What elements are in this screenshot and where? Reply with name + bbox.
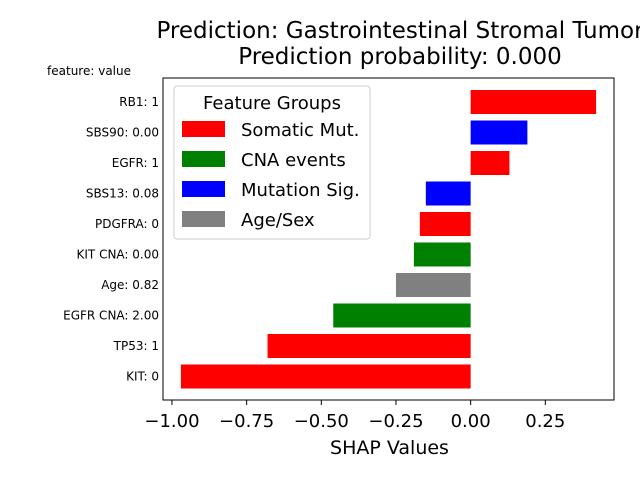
y-tick-label: KIT: 0 <box>126 370 159 384</box>
x-tick-label: 0.25 <box>525 411 565 432</box>
y-tick-label: EGFR: 1 <box>112 156 159 170</box>
bars-layer <box>180 90 597 389</box>
legend-entries: Somatic Mut. CNA events Mutation Sig. Age/S… <box>182 120 360 231</box>
y-tick-label: TP53: 1 <box>113 339 159 353</box>
x-tick-label: −1.00 <box>144 411 199 432</box>
x-axis-label: SHAP Values <box>330 437 449 459</box>
bar <box>470 151 510 175</box>
y-axis-labels: RB1: 1 SBS90: 0.00 EGFR: 1 SBS13: 0.08 PDGFR… <box>63 95 159 384</box>
bar <box>470 90 597 114</box>
y-tick-label: PDGFRA: 0 <box>95 217 159 231</box>
y-tick-label: Age: 0.82 <box>101 278 159 292</box>
y-axis-header: feature: value <box>47 64 131 78</box>
bar <box>419 212 471 236</box>
legend-swatch <box>182 181 225 197</box>
bar <box>395 273 471 297</box>
y-tick-label: EGFR CNA: 2.00 <box>63 309 159 323</box>
y-tick-label: SBS90: 0.00 <box>86 126 159 140</box>
bar <box>413 242 471 267</box>
x-tick-label: −0.50 <box>294 411 349 432</box>
x-tick-label: 0.00 <box>451 411 491 432</box>
bar <box>180 364 471 389</box>
legend-swatch <box>182 151 225 167</box>
x-tick-label: −0.75 <box>219 411 274 432</box>
bar <box>425 181 471 206</box>
legend: Feature Groups Somatic Mut. CNA events Mut… <box>173 85 371 240</box>
legend-title: Feature Groups <box>203 93 341 114</box>
legend-label: CNA events <box>241 150 346 171</box>
chart-subtitle: Prediction probability: 0.000 <box>238 44 562 70</box>
chart-title: Prediction: Gastrointestinal Stromal Tum… <box>156 18 640 44</box>
y-tick-label: KIT CNA: 0.00 <box>77 248 159 262</box>
x-axis-ticks: −1.00 −0.75 −0.50 −0.25 0.00 0.25 <box>144 400 565 432</box>
legend-label: Mutation Sig. <box>241 180 360 201</box>
x-tick-label: −0.25 <box>368 411 423 432</box>
bar <box>333 303 471 328</box>
legend-label: Age/Sex <box>241 210 315 231</box>
bar <box>470 120 528 145</box>
bar <box>267 334 471 358</box>
legend-label: Somatic Mut. <box>241 120 359 141</box>
plot-frame <box>162 77 615 401</box>
legend-swatch <box>182 121 225 137</box>
y-tick-label: RB1: 1 <box>119 95 159 109</box>
legend-swatch <box>182 211 225 227</box>
y-tick-label: SBS13: 0.08 <box>86 187 159 201</box>
